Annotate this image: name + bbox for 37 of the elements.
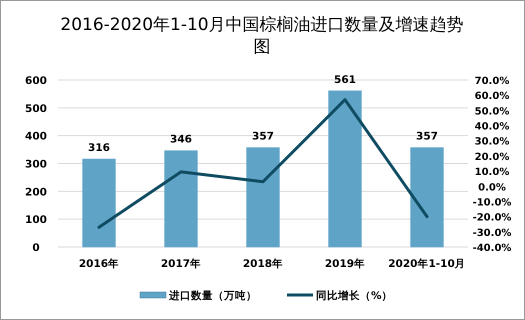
y2-tick-label: 40.0%	[474, 122, 510, 133]
y2-tick-label: -10.0%	[472, 197, 512, 208]
y2-tick-label: 50.0%	[474, 106, 510, 118]
y2-tick-label: 60.0%	[474, 91, 510, 102]
y2-tick-label: -30.0%	[472, 228, 512, 239]
x-tick-label: 2019年	[324, 257, 366, 270]
y-tick-label: 0	[32, 242, 40, 254]
y2-tick-label: -20.0%	[472, 212, 512, 224]
y2-tick-label: 0.0%	[478, 182, 506, 194]
y2-tick-label: -40.0%	[472, 243, 512, 254]
y-tick-label: 200	[25, 186, 47, 198]
data-label: 316	[88, 142, 110, 154]
bar	[246, 147, 280, 248]
bar	[410, 147, 444, 248]
y2-tick-label: 70.0%	[474, 76, 510, 87]
bar	[328, 90, 362, 248]
y-tick-label: 500	[25, 102, 47, 115]
x-tick-label: 2016年	[78, 257, 120, 270]
bar	[82, 158, 116, 248]
data-label: 561	[334, 74, 356, 86]
data-label: 357	[416, 130, 438, 143]
y-tick-label: 400	[25, 130, 47, 143]
y-tick-label: 300	[25, 158, 47, 170]
data-label: 346	[170, 134, 192, 146]
x-tick-label: 2018年	[242, 257, 284, 270]
x-tick-label: 2020年1-10月	[388, 257, 466, 270]
y-tick-label: 100	[25, 214, 47, 226]
y2-tick-label: 10.0%	[474, 167, 510, 178]
chart-title: 2016-2020年1-10月中国棕榈油进口数量及增速趋势图	[60, 15, 464, 57]
legend-label: 同比增长（%）	[316, 289, 393, 302]
x-tick-label: 2017年	[160, 257, 202, 270]
bar	[164, 150, 198, 248]
y2-tick-label: 20.0%	[474, 152, 510, 163]
legend-label: 进口数量（万吨）	[168, 289, 257, 302]
y2-tick-label: 30.0%	[474, 136, 510, 148]
data-label: 357	[252, 130, 274, 143]
y-tick-label: 600	[25, 75, 47, 87]
